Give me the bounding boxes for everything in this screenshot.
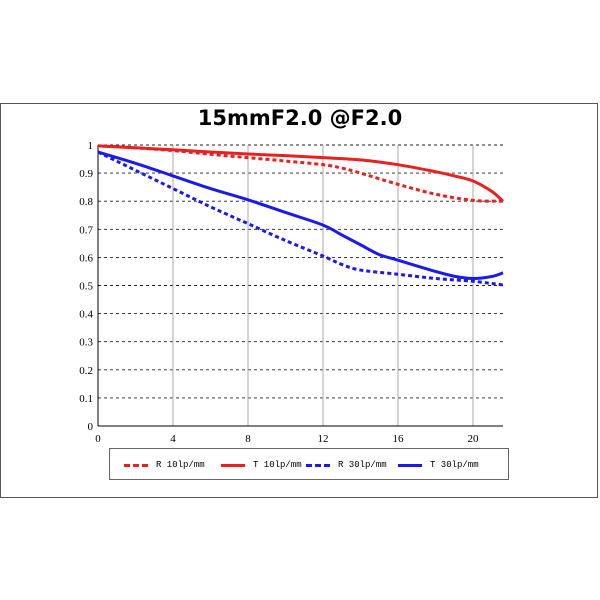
y-tick-label: 0.9 [79,168,93,180]
y-tick-label: 0.8 [79,196,93,208]
y-tick-label: 0.3 [79,337,93,349]
legend-label-t-10lp: T 10lp/mm [253,460,302,470]
series-line-r-10lp-mm [97,144,504,203]
chart-frame [0,103,598,498]
series-line-r-30lp-mm [97,150,504,287]
y-tick-label: 1 [88,140,94,152]
y-tick-label: 0.6 [79,252,93,264]
x-tick-label: 12 [318,433,329,445]
plot-axes [97,145,503,427]
y-tick-label: 0.2 [79,365,93,377]
legend-swatch-t-30lp [398,464,422,467]
y-tick-label: 0.7 [79,224,93,236]
y-tick-label: 0 [88,421,94,433]
legend-swatch-r-30lp [306,464,330,467]
grid-lines [98,144,503,426]
series-line-t-30lp-mm [97,150,504,280]
y-tick-label: 0.4 [79,309,93,321]
series-line-t-10lp-mm [97,144,505,203]
y-tick-label: 0.1 [79,393,93,405]
x-tick-label: 0 [95,433,101,445]
x-tick-label: 4 [170,433,176,445]
legend-label-t-30lp: T 30lp/mm [430,460,479,470]
legend-label-r-10lp: R 10lp/mm [156,460,205,470]
x-tick-label: 16 [393,433,405,445]
legend-label-r-30lp: R 30lp/mm [338,460,387,470]
series-lines [97,144,505,287]
legend-swatch-r-10lp [124,464,148,467]
y-tick-label: 0.5 [79,281,93,293]
x-tick-label: 8 [245,433,251,445]
legend-swatch-t-10lp [221,464,245,467]
chart-legend: R 10lp/mm T 10lp/mm R 30lp/mm T 30lp/mm [109,448,509,480]
chart-title: 15mmF2.0 @F2.0 [197,106,403,130]
tick-labels: 0 0.1 0.2 0.3 0.4 0.5 0.6 0.7 0.8 0.9 1 0 4 8 12 16 20 [79,140,479,445]
x-tick-label: 20 [468,433,480,445]
